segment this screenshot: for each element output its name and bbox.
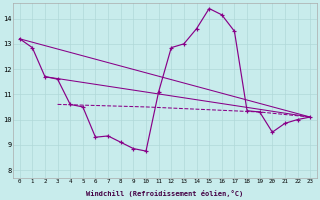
X-axis label: Windchill (Refroidissement éolien,°C): Windchill (Refroidissement éolien,°C) [86, 190, 244, 197]
